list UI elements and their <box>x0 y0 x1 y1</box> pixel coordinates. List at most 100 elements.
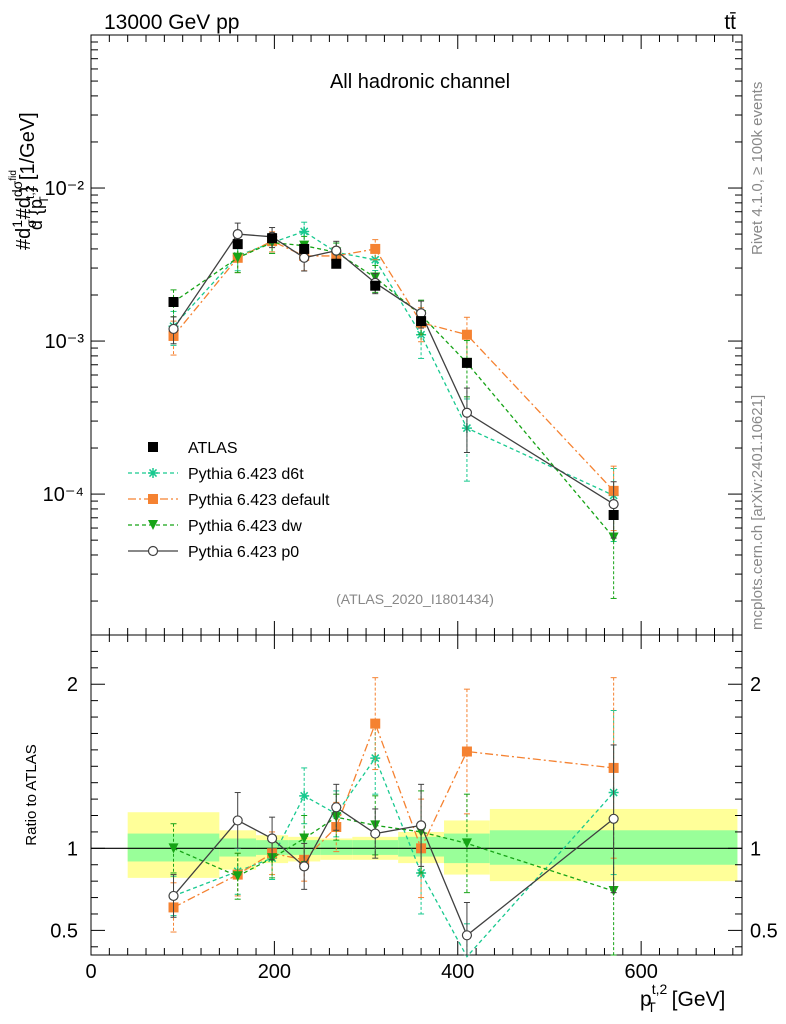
ratio-point-default <box>461 746 472 757</box>
data-point-atlas <box>608 510 619 521</box>
legend-marker-dw <box>148 520 158 530</box>
ratio-ytick-labels: 0.5 0.5 1 1 2 2 <box>50 674 778 942</box>
ratio-frame <box>90 634 743 956</box>
data-point-p0 <box>608 499 619 510</box>
ratio-ytick-label: 2 <box>67 674 78 696</box>
ratio-point-p0 <box>370 828 381 839</box>
ratio-point-p0 <box>232 815 243 826</box>
data-point-atlas <box>416 316 427 327</box>
legend-item-d6t: Pythia 6.423 d6t <box>128 466 304 483</box>
ratio-point-dw <box>168 843 179 854</box>
header-right: tt̄ <box>724 11 736 34</box>
data-point-atlas <box>461 357 472 368</box>
main-axis-ticks <box>90 34 742 635</box>
analysis-tag: (ATLAS_2020_I1801434) <box>336 591 494 607</box>
ytick-label: 10⁻³ <box>45 331 85 353</box>
ylabel-part: T <box>37 196 51 204</box>
data-point-atlas <box>370 280 381 291</box>
ratio-point-p0 <box>461 930 473 941</box>
ratio-axis-ticks <box>90 634 742 955</box>
ylabel-part: fid <box>8 170 19 181</box>
data-point-d6t <box>299 226 310 237</box>
legend-label: ATLAS <box>188 440 238 457</box>
svg-text:#d1σ#ddσfidd {pt,2T} [1/GeV]: #d1σ#ddσfidd {pt,2T} [1/GeV] <box>8 112 51 250</box>
ratio-point-p0 <box>168 890 179 902</box>
xtick-label: 600 <box>624 961 657 983</box>
data-point-p0 <box>331 245 342 256</box>
legend-label: Pythia 6.423 p0 <box>188 544 299 561</box>
xtick-label: 0 <box>85 961 96 983</box>
ratio-line-default <box>173 721 614 908</box>
series-atlas <box>168 233 619 521</box>
main-panel: All hadronic channel (ATLAS_2020_I180143… <box>43 34 743 636</box>
ratio-panel: 0.5 0.5 1 1 2 2 0 200 400 600 <box>50 634 778 983</box>
data-point-p0 <box>461 407 473 418</box>
data-point-atlas <box>232 239 243 250</box>
ylabel-part: 1 <box>9 220 25 228</box>
ylabel-part: d {p <box>26 199 46 230</box>
ratio-point-p0 <box>331 802 342 813</box>
ylabel-part: #d <box>13 228 35 250</box>
chart-title: All hadronic channel <box>330 71 510 93</box>
legend-item-atlas: ATLAS <box>148 440 238 457</box>
ratio-point-dw <box>299 833 310 844</box>
ratio-point-dw <box>461 838 472 849</box>
series-line-p0 <box>172 233 614 505</box>
legend: ATLAS Pythia 6.423 d6t Pythia 6.423 defaul… <box>128 440 330 561</box>
ratio-point-d6t <box>299 790 310 801</box>
ylabel-part: dσ <box>9 180 25 197</box>
legend-item-p0: Pythia 6.423 p0 <box>128 544 299 561</box>
legend-label: Pythia 6.423 d6t <box>188 466 304 483</box>
legend-item-dw: Pythia 6.423 dw <box>128 518 302 535</box>
ratio-point-p0 <box>299 861 310 872</box>
ytick-label: 10⁻² <box>45 178 85 200</box>
ratio-point-p0 <box>415 820 427 831</box>
data-point-atlas <box>168 296 179 307</box>
rivet-label: Rivet 4.1.0, ≥ 100k events <box>749 82 766 255</box>
ratio-point-p0 <box>266 833 278 844</box>
data-point-default <box>370 243 381 254</box>
ylabel-part: t,2 <box>23 185 37 199</box>
main-ylabel: #d1σ#ddσfidd {pt,2T} [1/GeV] <box>8 112 51 250</box>
ratio-point-default <box>370 718 381 729</box>
data-point-p0 <box>168 323 179 335</box>
legend-label: Pythia 6.423 default <box>188 492 330 509</box>
xtick-label: 400 <box>441 961 474 983</box>
mcplots-label: mcplots.cern.ch [arXiv:2401.10621] <box>749 395 766 630</box>
header-left: 13000 GeV pp <box>104 11 239 34</box>
xlabel: pt,2 T [GeV] <box>640 981 725 1015</box>
ytick-label: 10⁻⁴ <box>43 484 84 506</box>
legend-label: Pythia 6.423 dw <box>188 518 302 535</box>
xtick-labels: 0 200 400 600 <box>85 961 657 983</box>
ratio-ytick-label: 0.5 <box>750 920 778 942</box>
ylabel-part: σ <box>23 219 39 228</box>
ratio-series <box>168 677 619 958</box>
main-ytick-labels: 10⁻² 10⁻³ 10⁻⁴ <box>43 178 85 506</box>
legend-marker-p0 <box>147 545 159 557</box>
ratio-point-dw <box>232 871 243 882</box>
data-point-atlas <box>299 243 310 254</box>
data-point-atlas <box>331 258 342 269</box>
legend-marker-d6t <box>148 468 158 478</box>
main-series <box>168 221 619 599</box>
ratio-ytick-label: 2 <box>750 674 761 696</box>
legend-marker-default <box>148 494 158 504</box>
legend-marker-atlas <box>148 442 158 452</box>
ylabel-part: #d <box>13 197 35 219</box>
ratio-series-p0 <box>168 744 619 956</box>
data-point-default <box>461 329 472 340</box>
ratio-ytick-label: 1 <box>67 838 78 860</box>
ratio-ytick-label: 0.5 <box>50 920 78 942</box>
ylabel-part: } [1/GeV] <box>17 112 39 192</box>
series-default <box>168 231 619 532</box>
data-point-dw <box>232 252 243 263</box>
series-line-dw <box>173 241 615 538</box>
legend-item-default: Pythia 6.423 default <box>128 492 330 509</box>
data-point-atlas <box>267 233 278 244</box>
data-point-p0 <box>299 252 310 263</box>
ratio-point-p0 <box>608 813 619 824</box>
series-line-default <box>173 240 615 492</box>
data-point-p0 <box>232 228 243 240</box>
ratio-ytick-label: 1 <box>750 838 761 860</box>
